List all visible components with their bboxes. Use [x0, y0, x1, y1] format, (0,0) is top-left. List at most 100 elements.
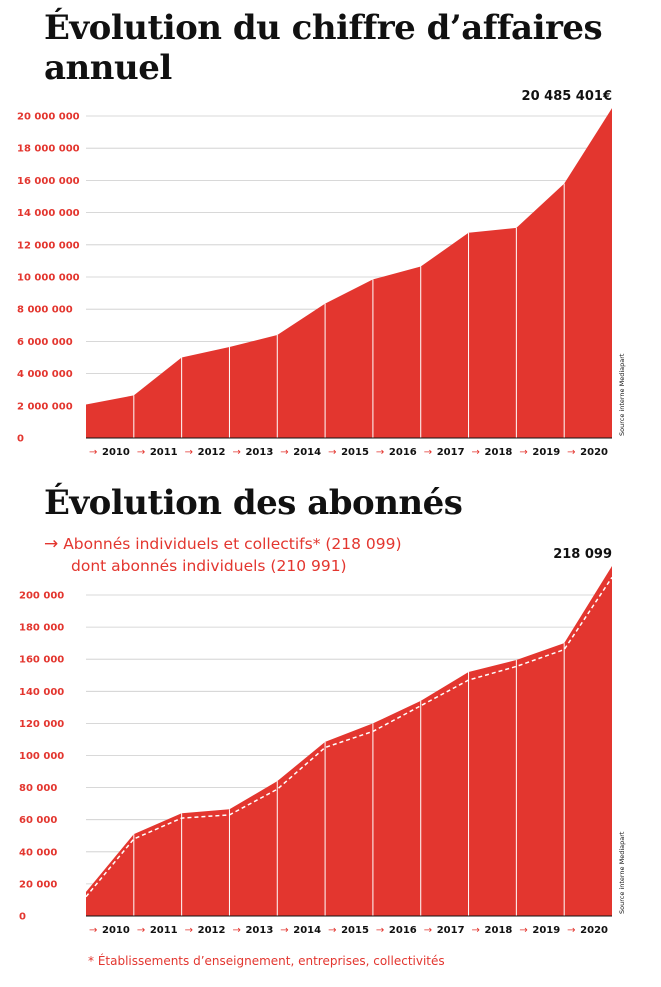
x-tick-label: 2015 [341, 925, 369, 936]
x-tick-label: 2014 [293, 925, 321, 936]
x-tick: → 2018 [472, 447, 513, 458]
x-tick-arrow-icon: → [424, 925, 432, 936]
x-tick-arrow-icon: → [137, 447, 145, 458]
x-tick-label: 2018 [485, 925, 513, 936]
x-tick: → 2012 [185, 447, 226, 458]
y-tick-label: 4 000 000 [17, 369, 73, 380]
x-tick: → 2013 [232, 925, 273, 936]
y-tick-label: 18 000 000 [17, 144, 80, 155]
y-tick-label: 100 000 [19, 751, 64, 762]
y-tick-label: 0 [19, 912, 26, 923]
legend-arrow-icon: → [44, 534, 59, 554]
x-tick-arrow-icon: → [376, 925, 384, 936]
revenue-chart: 0 2 000 000 4 000 000 6 000 000 8 000 000 10 … [17, 89, 626, 458]
x-tick-label: 2013 [245, 447, 273, 458]
x-tick-arrow-icon: → [137, 925, 145, 936]
data-area [86, 565, 612, 916]
x-tick-label: 2014 [293, 447, 321, 458]
data-area [86, 108, 612, 438]
x-tick-label: 2011 [150, 447, 178, 458]
x-tick-arrow-icon: → [185, 447, 193, 458]
y-tick-label: 80 000 [19, 783, 57, 794]
x-tick: → 2018 [472, 925, 513, 936]
x-tick: → 2020 [567, 925, 608, 936]
x-tick-label: 2019 [532, 447, 560, 458]
x-tick: → 2011 [137, 925, 178, 936]
x-tick: → 2019 [519, 925, 560, 936]
x-tick-label: 2017 [437, 447, 465, 458]
subscribers-chart-title: Évolution des abonnés [44, 483, 463, 523]
x-tick: → 2017 [424, 925, 465, 936]
x-tick: → 2015 [328, 925, 369, 936]
x-tick-arrow-icon: → [472, 447, 480, 458]
x-tick-label: 2016 [389, 447, 417, 458]
x-tick-arrow-icon: → [89, 925, 97, 936]
y-tick-label: 140 000 [19, 687, 64, 698]
x-tick: → 2020 [567, 447, 608, 458]
x-tick-arrow-icon: → [232, 447, 240, 458]
x-tick: → 2010 [89, 925, 130, 936]
x-tick-label: 2015 [341, 447, 369, 458]
footnote: * Établissements d’enseignement, entrepr… [88, 954, 445, 968]
x-tick-arrow-icon: → [567, 447, 575, 458]
y-tick-label: 20 000 000 [17, 112, 80, 123]
x-tick-arrow-icon: → [567, 925, 575, 936]
x-tick-label: 2020 [580, 447, 608, 458]
y-tick-label: 180 000 [19, 623, 64, 634]
y-tick-label: 200 000 [19, 591, 64, 602]
y-tick-label: 12 000 000 [17, 240, 80, 251]
x-tick-label: 2019 [532, 925, 560, 936]
series-individual-line [85, 576, 613, 898]
source-label: Source interne Mediapart [618, 831, 626, 914]
x-tick-label: 2012 [198, 925, 226, 936]
end-value-label: 218 099 [553, 547, 612, 562]
x-tick: → 2013 [232, 447, 273, 458]
x-tick: → 2017 [424, 447, 465, 458]
x-tick-arrow-icon: → [280, 447, 288, 458]
x-tick-label: 2010 [102, 447, 130, 458]
y-tick-label: 16 000 000 [17, 176, 80, 187]
y-tick-label: 0 [17, 434, 24, 445]
legend-label-individual: dont abonnés individuels (210 991) [71, 557, 347, 575]
x-tick-label: 2017 [437, 925, 465, 936]
x-tick: → 2011 [137, 447, 178, 458]
x-tick: → 2010 [89, 447, 130, 458]
revenue-chart-title: Évolution du chiffre d’affaires annuel [44, 8, 603, 88]
y-tick-label: 10 000 000 [17, 273, 80, 284]
x-tick: → 2016 [376, 447, 417, 458]
y-tick-label: 120 000 [19, 719, 64, 730]
legend-label-total: Abonnés individuels et collectifs* (218 … [63, 535, 402, 553]
x-tick-label: 2016 [389, 925, 417, 936]
x-tick-label: 2018 [485, 447, 513, 458]
x-tick: → 2015 [328, 447, 369, 458]
y-tick-label: 2 000 000 [17, 401, 73, 412]
y-tick-label: 40 000 [19, 847, 57, 858]
x-tick: → 2014 [280, 447, 321, 458]
subscribers-legend: → Abonnés individuels et collectifs* (21… [44, 533, 402, 577]
x-tick-arrow-icon: → [232, 925, 240, 936]
x-tick-arrow-icon: → [472, 925, 480, 936]
end-value-label: 20 485 401€ [522, 89, 612, 104]
x-tick-arrow-icon: → [185, 925, 193, 936]
x-tick: → 2014 [280, 925, 321, 936]
x-tick-label: 2011 [150, 925, 178, 936]
x-tick-arrow-icon: → [280, 925, 288, 936]
x-tick-arrow-icon: → [519, 925, 527, 936]
y-tick-label: 14 000 000 [17, 208, 80, 219]
legend-entry-individual: dont abonnés individuels (210 991) [44, 555, 402, 577]
x-tick-arrow-icon: → [89, 447, 97, 458]
y-tick-label: 20 000 [19, 879, 57, 890]
x-tick-arrow-icon: → [424, 447, 432, 458]
x-tick-label: 2012 [198, 447, 226, 458]
source-label: Source interne Mediapart [618, 353, 626, 436]
x-tick: → 2016 [376, 925, 417, 936]
x-tick-arrow-icon: → [328, 925, 336, 936]
x-tick: → 2012 [185, 925, 226, 936]
x-tick-arrow-icon: → [328, 447, 336, 458]
x-tick-arrow-icon: → [519, 447, 527, 458]
x-tick-label: 2020 [580, 925, 608, 936]
y-tick-label: 60 000 [19, 815, 57, 826]
legend-entry-total: → Abonnés individuels et collectifs* (21… [44, 533, 402, 555]
x-tick-arrow-icon: → [376, 447, 384, 458]
y-tick-label: 160 000 [19, 655, 64, 666]
